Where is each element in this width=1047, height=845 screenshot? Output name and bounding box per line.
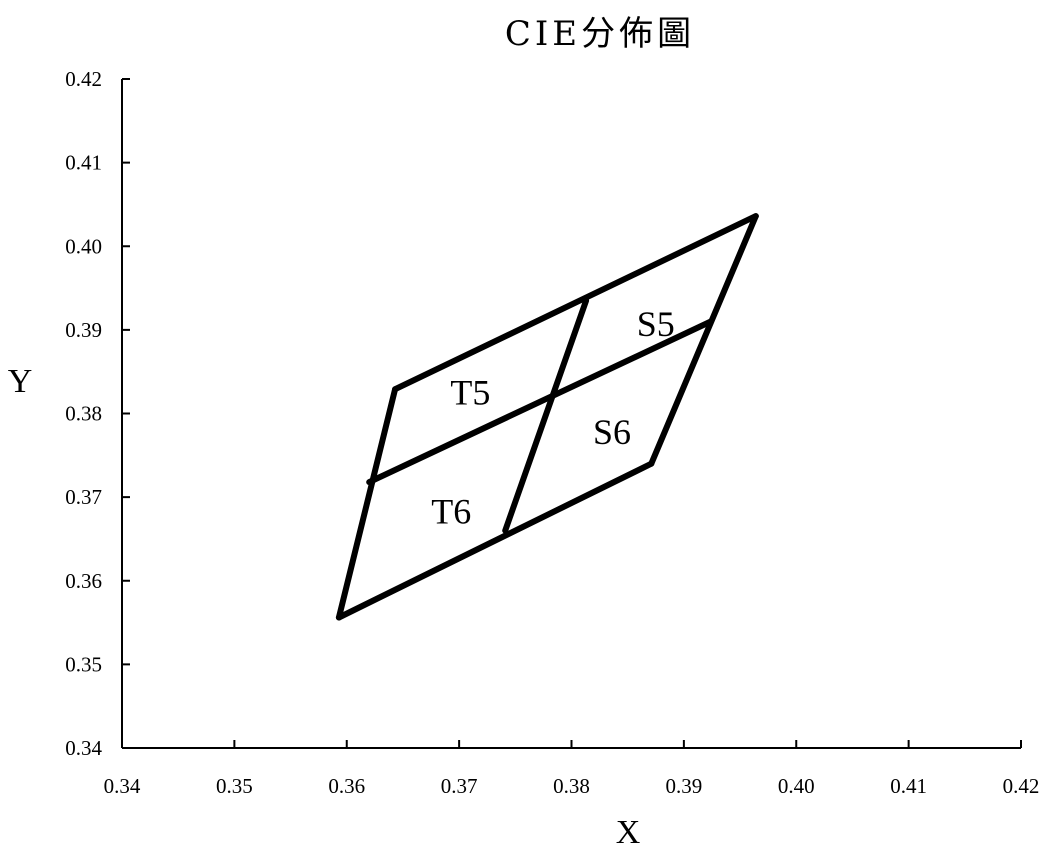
boundary-outer-right: [648, 213, 759, 467]
region-label-s5: S5: [637, 304, 675, 344]
x-tick-label: 0.42: [1003, 774, 1040, 798]
x-tick-label: 0.35: [216, 774, 253, 798]
boundary-outer-bottom: [335, 460, 655, 621]
y-tick-label: 0.37: [65, 485, 102, 509]
x-tick-label: 0.40: [778, 774, 815, 798]
x-tick-label: 0.41: [890, 774, 927, 798]
y-tick-label: 0.35: [65, 652, 102, 676]
region-label-t5: T5: [450, 373, 490, 413]
region-labels: T5 S5 S6 T6: [431, 304, 675, 531]
x-tick-label: 0.37: [441, 774, 478, 798]
y-tick-label: 0.39: [65, 318, 102, 342]
region-label-t6: T6: [431, 491, 471, 531]
x-tick-label: 0.39: [666, 774, 703, 798]
boundary-mid-vertical: [502, 297, 590, 534]
y-tick-label: 0.41: [65, 151, 102, 175]
y-tick-label: 0.38: [65, 402, 102, 426]
x-tick-label: 0.38: [553, 774, 590, 798]
axes: 0.34 0.35 0.36 0.37 0.38 0.39 0.40 0.41 0.42 0.34…: [65, 67, 1039, 798]
boundary-mid-horizontal: [366, 318, 714, 486]
y-tick-label: 0.36: [65, 569, 102, 593]
chart-title: CIE分佈圖: [505, 14, 695, 54]
x-axis-label: X: [616, 814, 641, 845]
y-tick-label: 0.40: [65, 234, 102, 258]
x-tick-label: 0.36: [328, 774, 365, 798]
y-tick-label: 0.34: [65, 736, 102, 760]
y-axis-label: Y: [8, 363, 33, 400]
boundary-lines: [335, 213, 759, 621]
y-tick-label: 0.42: [65, 67, 102, 91]
boundary-outer-top: [392, 213, 759, 393]
region-label-s6: S6: [593, 412, 631, 452]
boundary-outer-left: [335, 386, 399, 621]
x-tick-label: 0.34: [104, 774, 141, 798]
